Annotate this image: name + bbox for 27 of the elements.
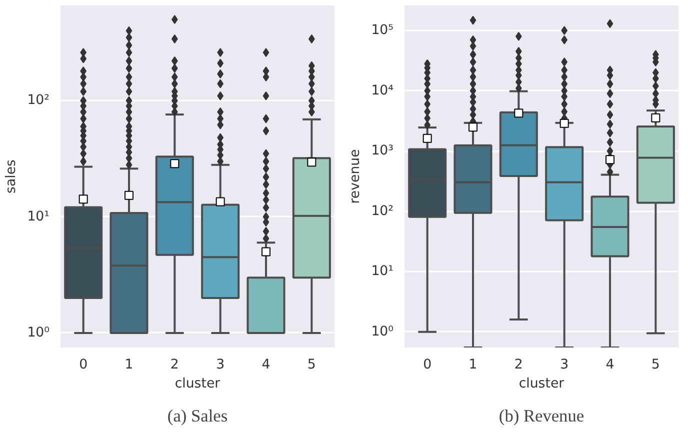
x-tick-label: 4 (606, 358, 614, 372)
x-tick-label: 3 (216, 358, 225, 372)
x-tick-label: 5 (651, 358, 660, 372)
x-tick-label: 2 (170, 358, 179, 372)
x-axis-title: cluster (174, 376, 221, 392)
y-tick-label: 10⁴ (371, 83, 394, 98)
y-tick-label: 10¹ (27, 209, 50, 224)
y-axis-title: revenue (348, 149, 364, 204)
x-tick-label: 1 (124, 358, 134, 372)
text: (a) Sales (167, 406, 228, 426)
y-tick-label: 10³ (371, 144, 394, 159)
y-tick-label: 10⁰ (27, 325, 50, 340)
y-tick-label: 10⁰ (371, 324, 394, 340)
y-tick-label: 10² (27, 93, 50, 108)
x-tick-label: 0 (423, 358, 432, 372)
x-tick-label: 4 (262, 358, 270, 372)
y-tick-label: 10⁵ (371, 23, 394, 38)
x-tick-label: 0 (79, 358, 88, 372)
y-tick-label: 10² (371, 204, 394, 219)
x-axis-title: cluster (518, 376, 565, 392)
y-tick-label: 10¹ (371, 264, 394, 280)
y-axis-title: sales (4, 159, 20, 194)
x-tick-label: 3 (560, 358, 569, 372)
x-tick-label: 1 (468, 358, 478, 372)
x-tick-label: 5 (307, 358, 316, 372)
x-tick-label: 2 (514, 358, 523, 372)
text: (b) Revenue (498, 406, 584, 426)
